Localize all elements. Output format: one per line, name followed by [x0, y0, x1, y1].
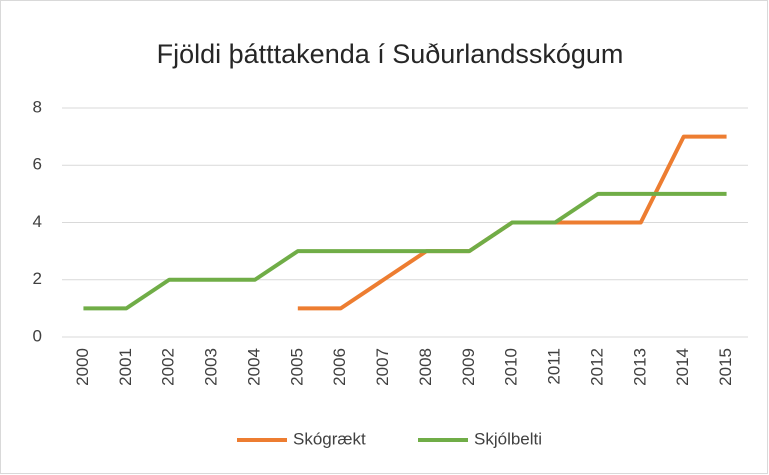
legend-label: Skógrækt — [293, 429, 366, 448]
legend-label: Skjólbelti — [474, 429, 542, 448]
x-tick-label: 2015 — [716, 348, 735, 386]
x-tick-label: 2009 — [459, 348, 478, 386]
x-tick-label: 2002 — [159, 348, 178, 386]
y-tick-label: 4 — [33, 212, 42, 231]
x-tick-label: 2013 — [630, 348, 649, 386]
x-tick-label: 2008 — [416, 348, 435, 386]
series-line — [83, 191, 727, 311]
x-tick-label: 2003 — [202, 348, 221, 386]
y-tick-label: 8 — [33, 97, 42, 116]
y-tick-label: 0 — [33, 326, 42, 345]
chart-title: Fjöldi þátttakenda í Suðurlandsskógum — [157, 39, 624, 69]
x-tick-label: 2010 — [502, 348, 521, 386]
y-tick-label: 2 — [33, 269, 42, 288]
x-tick-label: 2011 — [545, 348, 564, 385]
x-tick-label: 2012 — [587, 348, 606, 386]
x-tick-label: 2014 — [673, 348, 692, 386]
x-tick-label: 2001 — [116, 348, 135, 386]
x-tick-label: 2006 — [330, 348, 349, 386]
x-tick-label: 2000 — [73, 348, 92, 386]
x-tick-label: 2005 — [287, 348, 306, 386]
y-tick-label: 6 — [33, 155, 42, 174]
x-tick-label: 2007 — [373, 348, 392, 386]
x-tick-label: 2004 — [244, 348, 263, 386]
